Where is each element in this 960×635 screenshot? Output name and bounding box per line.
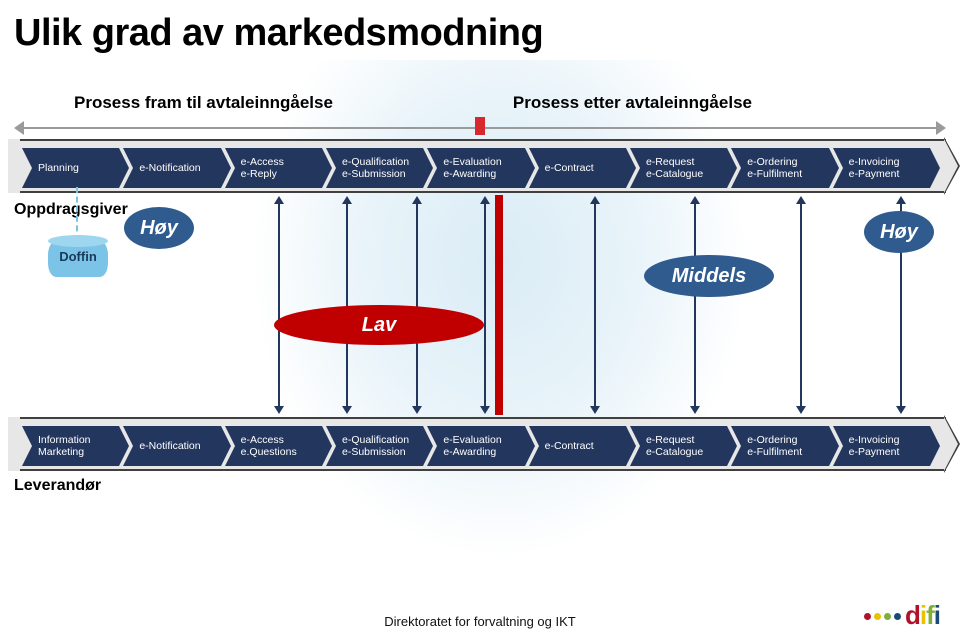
link-arrow bbox=[416, 203, 418, 407]
chevron-step: e-Qualificatione-Submission bbox=[326, 426, 423, 466]
footer: Direktoratet for forvaltning og IKT difi bbox=[0, 614, 960, 629]
chevron-step: e-Invoicinge-Payment bbox=[833, 148, 930, 188]
chevron-step: e-Requeste-Catalogue bbox=[630, 148, 727, 188]
chevron-step: e-Notification bbox=[123, 148, 220, 188]
header-double-arrow bbox=[14, 119, 946, 137]
chevron-step: e-Orderinge-Fulfilment bbox=[731, 426, 828, 466]
link-arrow bbox=[594, 203, 596, 407]
chevron-step: e-Evaluatione-Awarding bbox=[427, 426, 524, 466]
chevron-step: Planning bbox=[22, 148, 119, 188]
doffin-dash-link bbox=[76, 187, 78, 241]
phase-divider-bar bbox=[495, 195, 503, 415]
link-arrow bbox=[484, 203, 486, 407]
doffin-cylinder: Doffin bbox=[48, 241, 108, 277]
proc-label-pre: Prosess fram til avtaleinngåelse bbox=[74, 93, 333, 113]
link-arrow bbox=[694, 203, 696, 407]
link-arrow bbox=[800, 203, 802, 407]
maturity-bubble-middels: Middels bbox=[644, 255, 774, 297]
chevron-step: e-Qualificatione-Submission bbox=[326, 148, 423, 188]
proc-label-post: Prosess etter avtaleinngåelse bbox=[513, 93, 752, 113]
footer-text: Direktoratet for forvaltning og IKT bbox=[0, 614, 960, 629]
chevron-step: InformationMarketing bbox=[22, 426, 119, 466]
leverandor-label: Leverandør bbox=[14, 477, 101, 495]
page-title: Ulik grad av markedsmodning bbox=[0, 0, 960, 59]
chevron-step: e-Requeste-Catalogue bbox=[630, 426, 727, 466]
maturity-bubble-hoy2: Høy bbox=[864, 211, 934, 253]
chevron-step: e-Invoicinge-Payment bbox=[833, 426, 930, 466]
process-header: Prosess fram til avtaleinngåelse Prosess… bbox=[0, 59, 960, 119]
chevron-step: e-Evaluatione-Awarding bbox=[427, 148, 524, 188]
bottom-process-band: InformationMarketinge-Notificatione-Acce… bbox=[14, 417, 946, 471]
difi-logo: difi bbox=[864, 600, 940, 631]
mid-graphic-zone: Oppdragsgiver Doffin Høy Lav Middels Høy bbox=[14, 195, 946, 415]
chevron-step: e-Contract bbox=[529, 148, 626, 188]
top-process-band: Planninge-Notificatione-Accesse-Replye-Q… bbox=[14, 139, 946, 193]
oppdragsgiver-label: Oppdragsgiver bbox=[14, 201, 128, 219]
maturity-bubble-lav: Lav bbox=[274, 305, 484, 345]
maturity-bubble-hoy1: Høy bbox=[124, 207, 194, 249]
chevron-step: e-Contract bbox=[529, 426, 626, 466]
chevron-step: e-Accesse.Questions bbox=[225, 426, 322, 466]
chevron-step: e-Accesse-Reply bbox=[225, 148, 322, 188]
chevron-step: e-Notification bbox=[123, 426, 220, 466]
chevron-step: e-Orderinge-Fulfilment bbox=[731, 148, 828, 188]
doffin-label: Doffin bbox=[48, 249, 108, 264]
link-arrow bbox=[278, 203, 280, 407]
